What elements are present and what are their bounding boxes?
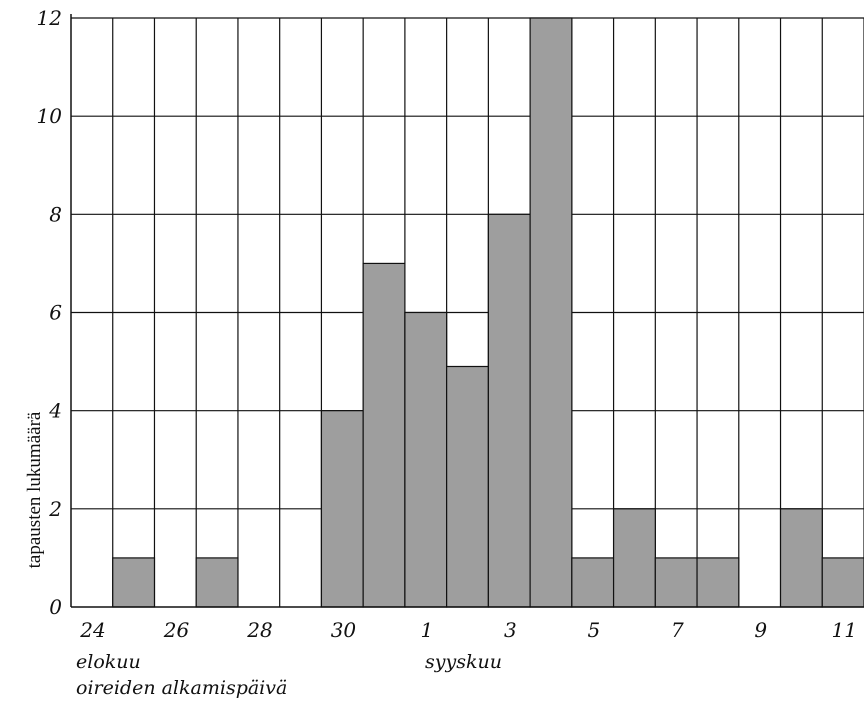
x-tick-labels: 24 26 28 30 1 3 5 7 9 11: [79, 618, 857, 642]
x-tick-label: 1: [421, 618, 434, 642]
y-tick-label: 0: [49, 595, 62, 619]
y-tick-label: 8: [49, 202, 62, 226]
x-tick-label: 9: [754, 618, 767, 642]
x-tick-label: 11: [832, 618, 857, 642]
x-tick-label: 30: [331, 618, 357, 642]
x-tick-label: 5: [587, 618, 600, 642]
x-axis-label: oireiden alkamispäivä: [76, 677, 287, 699]
bar-layer: [112, 17, 864, 608]
x-tick-label: 26: [163, 618, 190, 642]
bar-1: [404, 311, 448, 608]
bar-10: [779, 508, 823, 608]
bar-31: [362, 262, 406, 608]
bar-7: [654, 557, 698, 608]
y-tick-label: 6: [49, 301, 62, 325]
month-label-august: elokuu: [76, 651, 141, 673]
x-tick-label: 7: [671, 618, 684, 642]
y-tick-label: 4: [48, 399, 62, 423]
x-tick-label: 24: [79, 618, 105, 642]
y-tick-label: 10: [37, 104, 63, 128]
x-tick-label: 28: [246, 618, 272, 642]
y-tick-label: 12: [37, 6, 62, 30]
x-tick-label: 3: [504, 618, 517, 642]
bar-8: [696, 557, 740, 608]
bar-27: [195, 557, 239, 608]
axis-layer: [70, 14, 864, 608]
bar-3: [487, 213, 531, 608]
bar-11: [821, 557, 864, 608]
y-tick-labels: 0 2 4 6 8 10 12: [37, 6, 63, 619]
month-label-september: syyskuu: [425, 651, 502, 673]
bar-25: [112, 557, 156, 608]
bar-2: [446, 365, 489, 608]
bar-6: [612, 508, 656, 608]
y-tick-label: 2: [48, 497, 62, 521]
bar-30: [320, 410, 364, 608]
y-axis-label: tapausten lukumäärä: [24, 411, 45, 568]
bar-5: [571, 557, 615, 608]
bar-4: [529, 17, 573, 608]
